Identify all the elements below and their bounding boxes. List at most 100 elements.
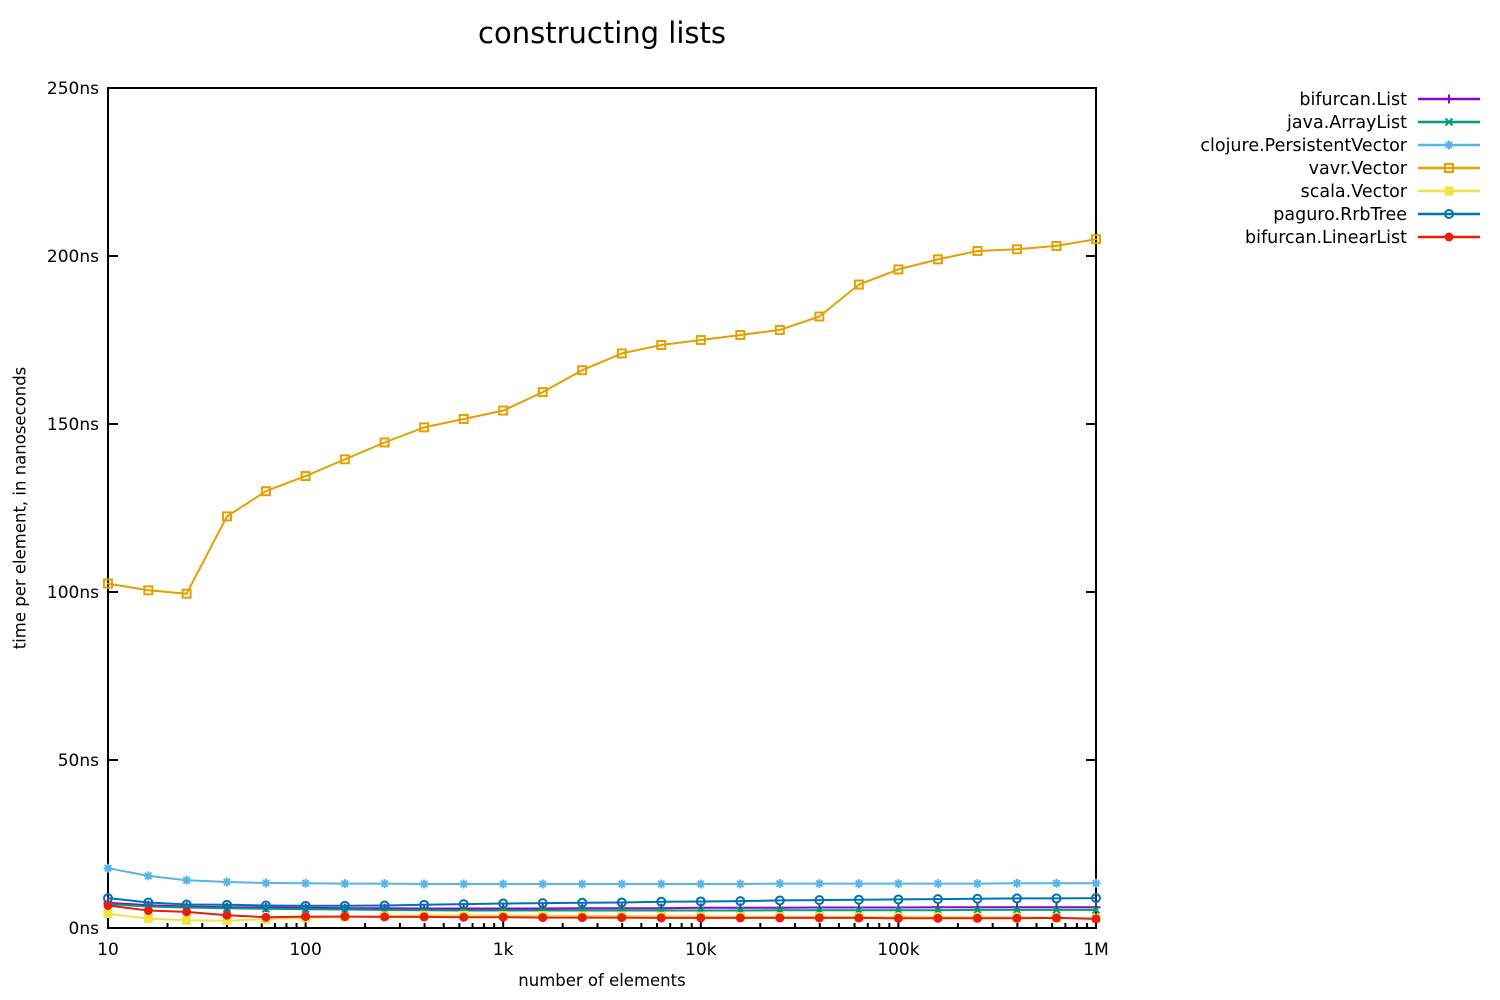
legend-label-bifurcan.LinearList: bifurcan.LinearList bbox=[1245, 228, 1407, 248]
point-marker bbox=[775, 913, 785, 923]
point-marker bbox=[300, 471, 311, 482]
point-marker bbox=[617, 879, 627, 889]
point-marker bbox=[814, 895, 825, 906]
point-marker bbox=[222, 877, 232, 887]
point-marker bbox=[1444, 94, 1454, 104]
point-marker bbox=[932, 894, 943, 905]
point-marker bbox=[1051, 878, 1061, 888]
legend-label-scala.Vector: scala.Vector bbox=[1301, 182, 1408, 202]
point-marker bbox=[1052, 905, 1061, 915]
point-marker bbox=[972, 879, 982, 889]
point-marker bbox=[972, 913, 982, 923]
point-marker bbox=[893, 264, 904, 275]
point-marker bbox=[538, 879, 548, 889]
series-line-paguro.RrbTree bbox=[107, 897, 1097, 907]
point-marker bbox=[656, 879, 666, 889]
point-marker bbox=[1444, 232, 1454, 242]
legend-label-clojure.PersistentVector: clojure.PersistentVector bbox=[1200, 136, 1407, 156]
series-line-vavr.Vector bbox=[107, 238, 1097, 595]
point-marker bbox=[1444, 163, 1454, 173]
point-marker bbox=[1444, 117, 1454, 127]
point-marker bbox=[458, 413, 469, 424]
point-marker bbox=[379, 900, 390, 911]
point-marker bbox=[143, 871, 153, 881]
x-tick-label: 100 bbox=[289, 940, 321, 960]
point-marker bbox=[181, 588, 192, 599]
point-marker bbox=[1051, 913, 1061, 923]
legend-item-bifurcan.LinearList: bifurcan.LinearList bbox=[1245, 228, 1480, 248]
legend-item-clojure.PersistentVector: clojure.PersistentVector bbox=[1200, 136, 1480, 156]
point-marker bbox=[617, 913, 627, 923]
point-marker bbox=[537, 898, 548, 909]
point-marker bbox=[814, 311, 825, 322]
point-marker bbox=[1091, 893, 1101, 904]
point-marker bbox=[1011, 244, 1022, 255]
point-marker bbox=[774, 895, 785, 906]
point-marker bbox=[735, 879, 745, 889]
point-marker bbox=[854, 913, 864, 923]
point-marker bbox=[103, 578, 113, 589]
point-marker bbox=[774, 324, 785, 335]
point-marker bbox=[853, 894, 864, 905]
point-marker bbox=[379, 437, 390, 448]
series-line-bifurcan.List bbox=[107, 901, 1097, 910]
point-marker bbox=[577, 913, 587, 923]
legend-label-vavr.Vector: vavr.Vector bbox=[1309, 159, 1408, 179]
point-marker bbox=[340, 912, 350, 922]
plot-border bbox=[107, 87, 1097, 929]
point-marker bbox=[419, 912, 429, 922]
series-line-bifurcan.LinearList bbox=[107, 904, 1097, 920]
point-marker bbox=[972, 245, 983, 256]
legend-label-java.ArrayList: java.ArrayList bbox=[1286, 113, 1407, 133]
point-marker bbox=[143, 914, 153, 924]
point-marker bbox=[1444, 186, 1454, 196]
point-marker bbox=[814, 913, 824, 923]
point-marker bbox=[695, 335, 706, 345]
point-marker bbox=[537, 387, 548, 398]
point-marker bbox=[419, 879, 429, 889]
point-marker bbox=[459, 879, 469, 889]
y-tick-label: 200ns bbox=[47, 247, 99, 267]
point-marker bbox=[498, 879, 508, 889]
point-marker bbox=[182, 915, 192, 925]
point-marker bbox=[735, 896, 746, 907]
point-marker bbox=[1091, 234, 1101, 245]
point-marker bbox=[143, 906, 153, 916]
point-marker bbox=[616, 348, 627, 359]
point-marker bbox=[261, 878, 271, 888]
y-tick-label: 50ns bbox=[58, 751, 99, 771]
y-tick-label: 250ns bbox=[47, 79, 99, 99]
point-marker bbox=[656, 896, 667, 907]
legend-label-paguro.RrbTree: paguro.RrbTree bbox=[1273, 205, 1407, 225]
point-marker bbox=[933, 879, 943, 889]
series-vavr.Vector bbox=[103, 234, 1101, 599]
point-marker bbox=[735, 329, 746, 340]
y-tick-label: 150ns bbox=[47, 415, 99, 435]
point-marker bbox=[222, 916, 232, 926]
legend-item-java.ArrayList: java.ArrayList bbox=[1286, 113, 1480, 133]
series-paguro.RrbTree bbox=[103, 893, 1101, 911]
series-line-java.ArrayList bbox=[107, 903, 1097, 912]
point-marker bbox=[656, 913, 666, 923]
point-marker bbox=[260, 900, 271, 911]
point-marker bbox=[458, 899, 469, 910]
point-marker bbox=[696, 913, 706, 923]
point-marker bbox=[301, 878, 311, 888]
point-marker bbox=[893, 894, 904, 905]
point-marker bbox=[973, 905, 982, 915]
point-marker bbox=[972, 893, 983, 904]
point-marker bbox=[103, 863, 113, 873]
y-tick-label: 0ns bbox=[69, 919, 100, 939]
point-marker bbox=[380, 879, 390, 889]
point-marker bbox=[735, 913, 745, 923]
point-marker bbox=[814, 879, 824, 889]
point-marker bbox=[419, 422, 430, 433]
series-line-scala.Vector bbox=[107, 912, 1097, 922]
point-marker bbox=[260, 486, 271, 497]
x-tick-label: 10k bbox=[685, 940, 717, 960]
x-tick-label: 1M bbox=[1083, 940, 1108, 960]
point-marker bbox=[1444, 209, 1454, 219]
point-marker bbox=[775, 879, 785, 889]
point-marker bbox=[339, 900, 350, 911]
